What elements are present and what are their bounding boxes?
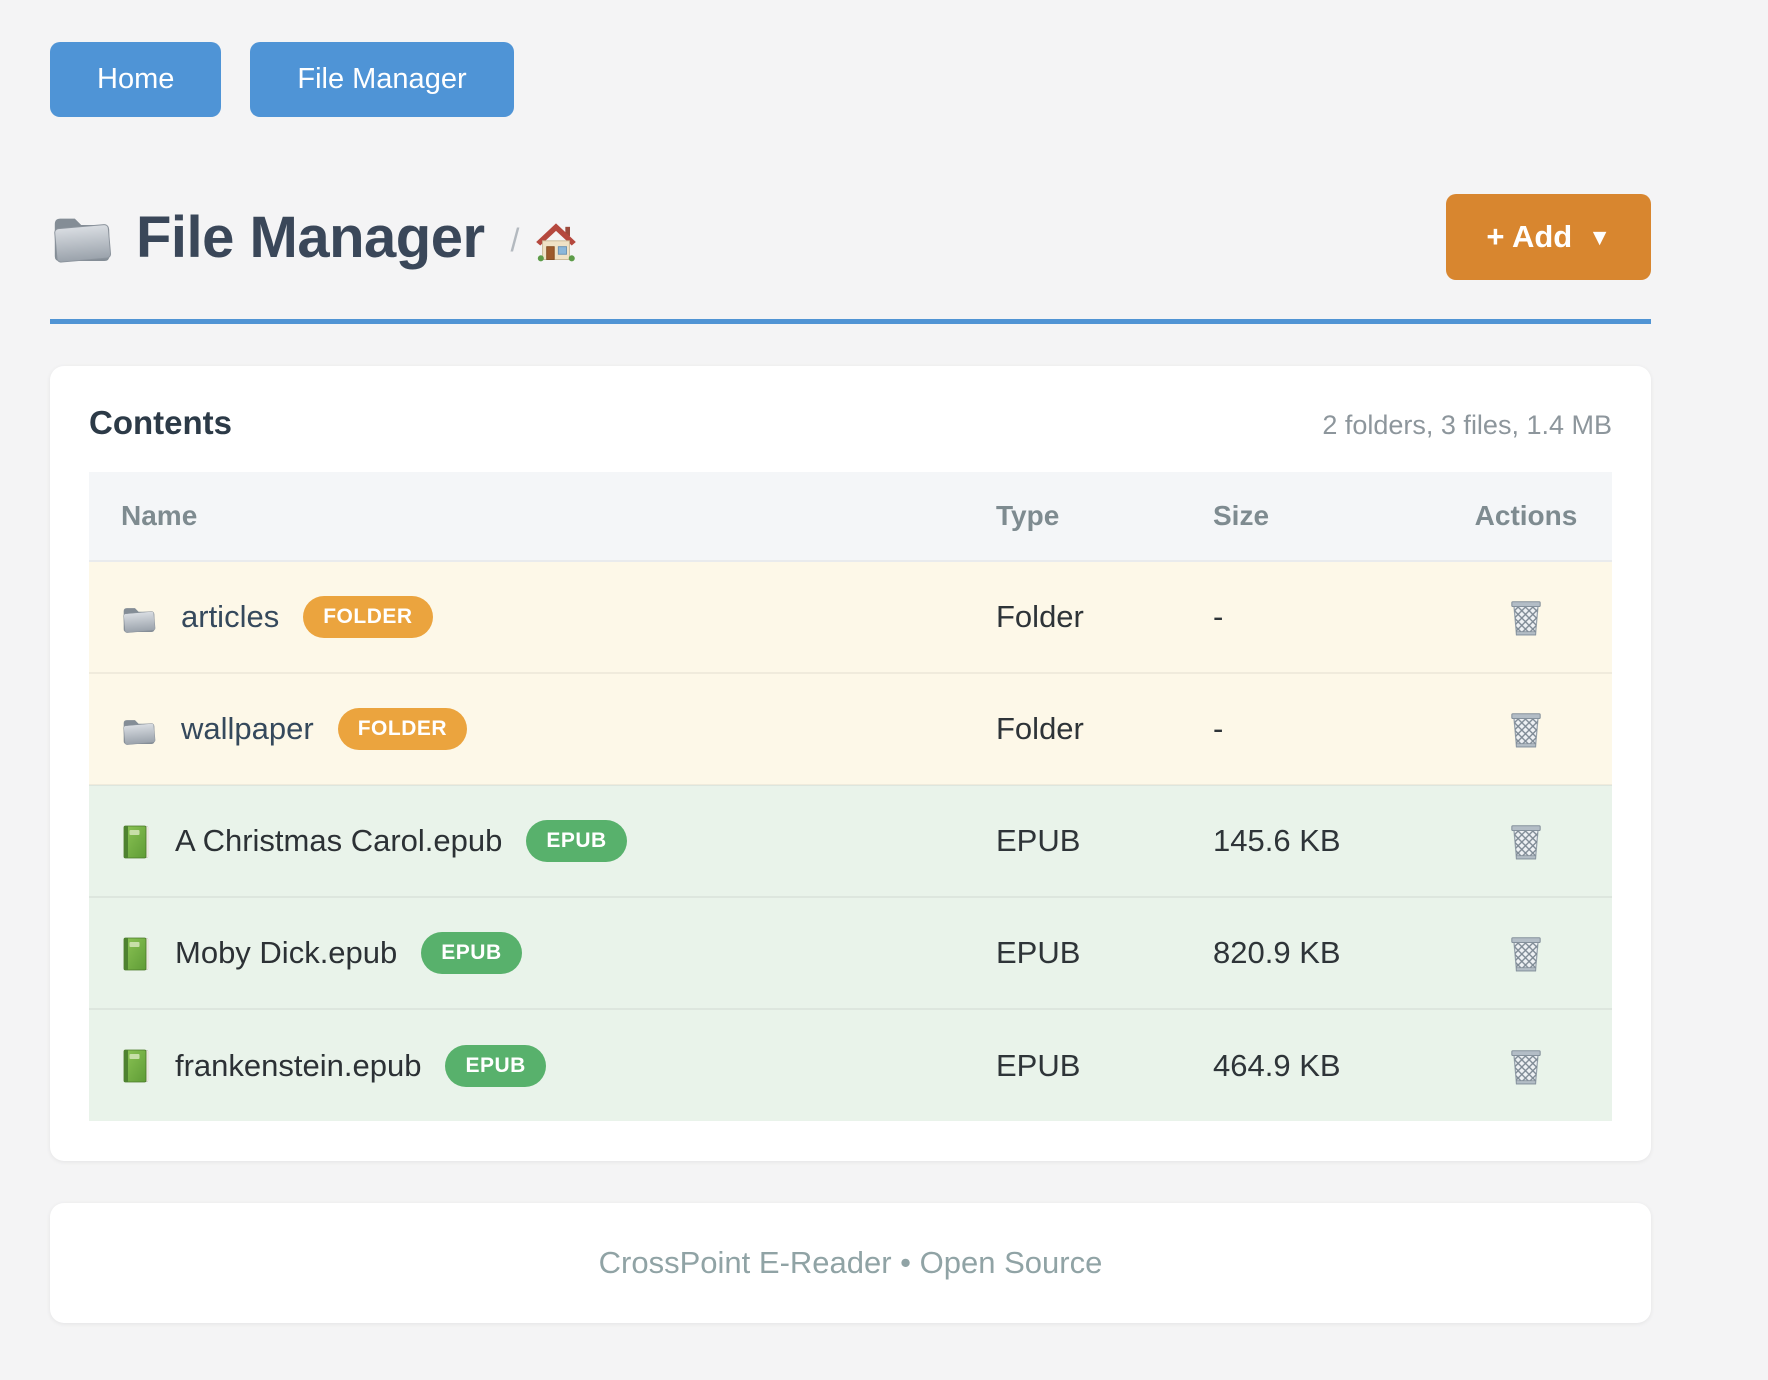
green-book-icon xyxy=(121,934,151,972)
footer-card: CrossPoint E-Reader • Open Source xyxy=(50,1203,1651,1323)
type-badge: EPUB xyxy=(421,932,521,974)
folder-icon xyxy=(121,599,157,635)
type-cell: Folder xyxy=(968,673,1185,785)
page-header: File Manager / + Add ▼ xyxy=(50,194,1651,280)
type-cell: EPUB xyxy=(968,785,1185,897)
delete-button[interactable] xyxy=(1503,704,1549,754)
item-name-link[interactable]: articles xyxy=(181,599,279,635)
wastebasket-icon xyxy=(1507,721,1545,736)
table-row[interactable]: wallpaper FOLDER Folder - xyxy=(89,673,1612,785)
folder-icon xyxy=(121,711,157,747)
table-header-row: Name Type Size Actions xyxy=(89,472,1612,561)
top-nav: Home File Manager xyxy=(50,42,1651,117)
add-button[interactable]: + Add ▼ xyxy=(1446,194,1651,280)
file-table: Name Type Size Actions xyxy=(89,472,1612,1121)
wastebasket-icon xyxy=(1507,833,1545,848)
type-cell: Folder xyxy=(968,561,1185,673)
size-cell: 145.6 KB xyxy=(1185,785,1440,897)
table-row[interactable]: Moby Dick.epub EPUB EPUB 820.9 KB xyxy=(89,897,1612,1009)
panel-title: Contents xyxy=(89,404,232,442)
green-book-icon xyxy=(121,822,151,860)
breadcrumb-separator: / xyxy=(511,222,520,259)
table-row[interactable]: frankenstein.epub EPUB EPUB 464.9 KB xyxy=(89,1009,1612,1121)
type-cell: EPUB xyxy=(968,897,1185,1009)
delete-button[interactable] xyxy=(1503,928,1549,978)
wastebasket-icon xyxy=(1507,1057,1545,1072)
column-header-size: Size xyxy=(1185,472,1440,561)
column-header-name: Name xyxy=(89,472,968,561)
page: Home File Manager File Manager / xyxy=(0,0,1768,1323)
nav-home-button[interactable]: Home xyxy=(50,42,221,117)
delete-button[interactable] xyxy=(1503,592,1549,642)
type-badge: EPUB xyxy=(445,1045,545,1087)
contents-summary: 2 folders, 3 files, 1.4 MB xyxy=(1322,410,1612,441)
column-header-type: Type xyxy=(968,472,1185,561)
table-row[interactable]: articles FOLDER Folder - xyxy=(89,561,1612,673)
type-cell: EPUB xyxy=(968,1009,1185,1121)
item-name-link[interactable]: A Christmas Carol.epub xyxy=(175,823,502,859)
type-badge: FOLDER xyxy=(338,708,467,750)
wastebasket-icon xyxy=(1507,609,1545,624)
size-cell: 820.9 KB xyxy=(1185,897,1440,1009)
header-divider xyxy=(50,319,1651,324)
house-icon[interactable] xyxy=(535,222,577,262)
delete-button[interactable] xyxy=(1503,816,1549,866)
caret-down-icon: ▼ xyxy=(1588,224,1611,251)
contents-card: Contents 2 folders, 3 files, 1.4 MB Name… xyxy=(50,366,1651,1161)
type-badge: FOLDER xyxy=(303,596,432,638)
folder-icon xyxy=(50,209,114,265)
column-header-actions: Actions xyxy=(1440,472,1612,561)
title-group: File Manager / xyxy=(50,204,577,271)
table-row[interactable]: A Christmas Carol.epub EPUB EPUB 145.6 K… xyxy=(89,785,1612,897)
nav-file-manager-button[interactable]: File Manager xyxy=(250,42,513,117)
item-name-link[interactable]: Moby Dick.epub xyxy=(175,935,397,971)
wastebasket-icon xyxy=(1507,945,1545,960)
item-name-link[interactable]: wallpaper xyxy=(181,711,314,747)
delete-button[interactable] xyxy=(1503,1041,1549,1091)
size-cell: - xyxy=(1185,561,1440,673)
page-title: File Manager xyxy=(136,204,485,271)
size-cell: 464.9 KB xyxy=(1185,1009,1440,1121)
add-button-label: + Add xyxy=(1486,219,1572,255)
green-book-icon xyxy=(121,1047,151,1085)
item-name-link[interactable]: frankenstein.epub xyxy=(175,1048,421,1084)
size-cell: - xyxy=(1185,673,1440,785)
contents-card-header: Contents 2 folders, 3 files, 1.4 MB xyxy=(89,404,1612,442)
type-badge: EPUB xyxy=(526,820,626,862)
footer-text: CrossPoint E-Reader • Open Source xyxy=(50,1245,1651,1281)
